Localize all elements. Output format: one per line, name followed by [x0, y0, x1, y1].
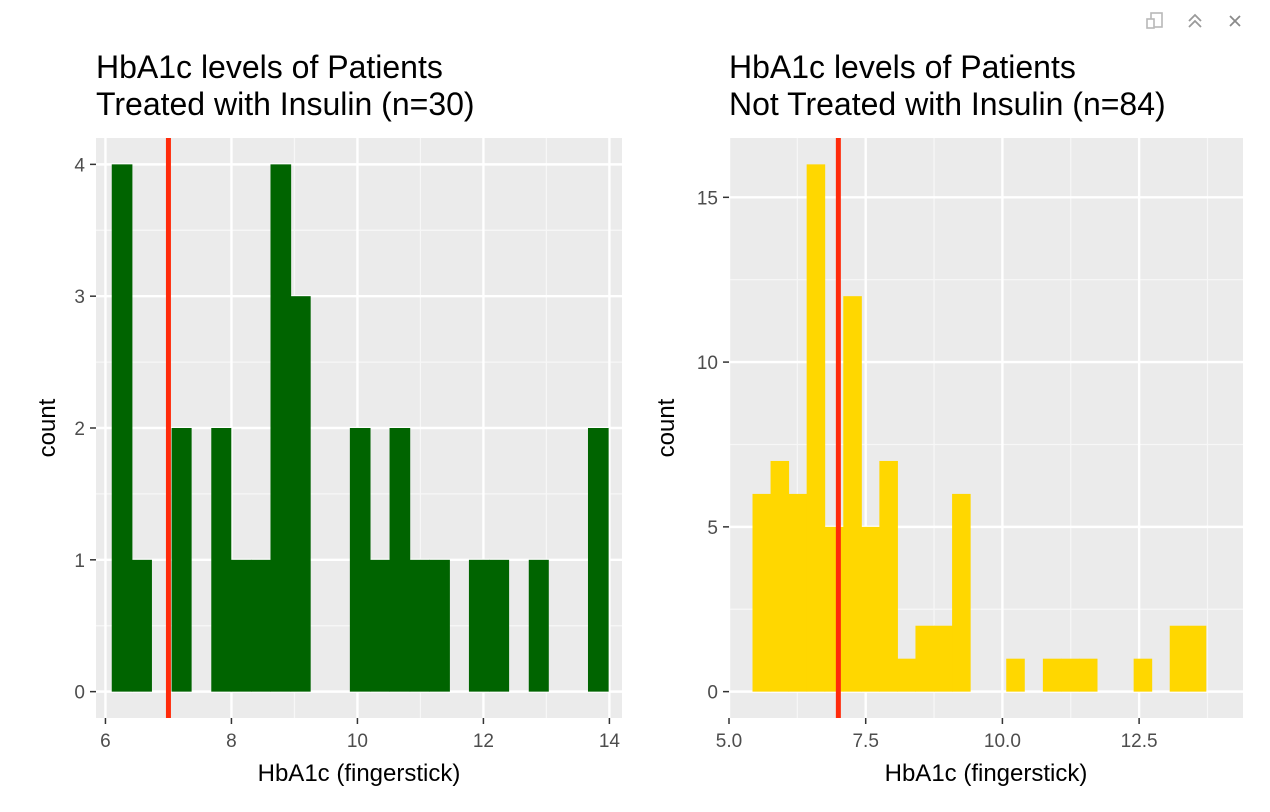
histogram-bar: [1078, 658, 1098, 692]
y-tick-label: 4: [74, 155, 85, 176]
histogram-panel-2: 5.0 7.5 10.0 12.5 0 5 10 15 HbA1c (fingerstick) c…: [653, 49, 1243, 787]
histogram-bar: [131, 559, 152, 692]
histogram-bar: [843, 296, 862, 692]
histogram-bar: [409, 559, 430, 692]
y-tick-label: 10: [697, 353, 718, 374]
histogram-bar: [952, 493, 971, 692]
x-tick-label: 5.0: [716, 731, 742, 752]
histogram-bar: [489, 559, 510, 692]
x-tick-label: 7.5: [852, 731, 878, 752]
histogram-bar: [290, 296, 311, 692]
histogram-bar: [389, 428, 411, 692]
histogram-bar: [211, 428, 232, 692]
chart-title: HbA1c levels of Patients Treated with Ins…: [96, 49, 475, 122]
x-tick-label: 10.0: [984, 731, 1021, 752]
y-tick-label: 5: [707, 518, 718, 539]
histogram-bar: [429, 559, 450, 692]
chart-title: HbA1c levels of Patients Not Treated with…: [729, 49, 1166, 122]
histogram-bar: [468, 559, 490, 692]
histogram-bar: [770, 460, 790, 692]
close-icon: [1229, 15, 1241, 27]
histogram-bar: [915, 625, 935, 692]
x-axis-title: HbA1c (fingerstick): [885, 760, 1088, 787]
histogram-bar: [879, 460, 898, 692]
chart-title-line: HbA1c levels of Patients: [729, 49, 1076, 85]
y-axis-title: count: [653, 398, 680, 457]
histogram-bar: [752, 493, 772, 692]
histogram-bar: [587, 428, 609, 692]
histogram-bar: [370, 559, 391, 692]
export-icon: [1146, 12, 1163, 29]
histogram-bar: [1187, 625, 1207, 692]
chart-title-line: Treated with Insulin (n=30): [96, 86, 475, 122]
y-tick-label: 2: [74, 419, 85, 440]
y-tick-label: 3: [74, 287, 85, 308]
close-button[interactable]: [1222, 8, 1248, 34]
collapse-icon: [1188, 13, 1202, 28]
histogram-bar: [934, 625, 953, 692]
histogram-bar: [897, 658, 916, 692]
chart-title-line: Not Treated with Insulin (n=84): [729, 86, 1166, 122]
y-tick-label: 0: [707, 683, 718, 704]
x-tick-label: 10: [347, 731, 368, 752]
y-tick-label: 1: [74, 551, 85, 572]
x-tick-label: 8: [226, 731, 237, 752]
histogram-bar: [1169, 625, 1189, 692]
histogram-bar: [349, 428, 371, 692]
histogram-bar: [1060, 658, 1080, 692]
x-tick-label: 6: [100, 731, 111, 752]
histogram-bar: [250, 559, 271, 692]
histogram-bar: [824, 526, 844, 692]
histogram-bar: [1006, 658, 1025, 692]
export-button[interactable]: [1142, 8, 1168, 34]
histogram-bar: [171, 428, 192, 692]
histogram-bar: [788, 493, 808, 692]
y-axis-title: count: [34, 398, 61, 457]
histogram-bar: [861, 526, 880, 692]
histogram-bar: [270, 164, 292, 692]
x-axis-title: HbA1c (fingerstick): [258, 760, 461, 787]
histogram-bar: [111, 164, 133, 692]
y-tick-label: 15: [697, 188, 718, 209]
histogram-bar: [1133, 658, 1153, 692]
chart-title-line: HbA1c levels of Patients: [96, 49, 443, 85]
y-tick-label: 0: [74, 683, 85, 704]
histogram-bar: [806, 164, 826, 692]
histogram-bar: [230, 559, 252, 692]
histogram-bar: [528, 559, 549, 692]
x-tick-label: 12.5: [1121, 731, 1158, 752]
x-tick-label: 12: [473, 731, 494, 752]
viewer-toolbar: [1142, 8, 1248, 34]
collapse-button[interactable]: [1182, 8, 1208, 34]
x-tick-label: 14: [599, 731, 621, 752]
histogram-bar: [1042, 658, 1062, 692]
